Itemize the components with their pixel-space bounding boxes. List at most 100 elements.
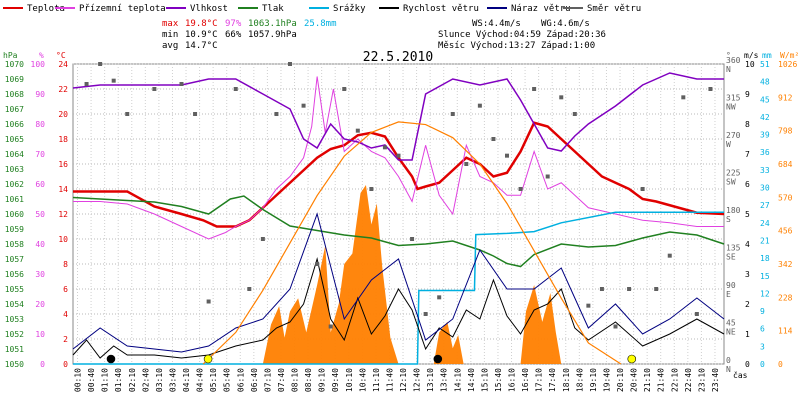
- tick-label-mm: 24: [760, 219, 770, 228]
- tick-label-dir-name: S: [726, 215, 731, 224]
- tick-label-hpa: 1053: [5, 315, 24, 324]
- wind-direction-point: [152, 87, 157, 91]
- wind-direction-point: [125, 112, 130, 116]
- tick-label-ms: 5: [745, 210, 750, 219]
- legend-label: Směr větru: [587, 4, 641, 14]
- tick-label-hpa: 1051: [5, 345, 24, 354]
- tick-label-time: 00:40: [87, 368, 96, 392]
- unit-hpa: hPa: [3, 51, 18, 60]
- tick-label-pct: 80: [35, 120, 45, 129]
- tick-label-time: 12:40: [413, 368, 422, 392]
- tick-label-time: 13:40: [440, 368, 449, 392]
- stats-min-temp: 10.9°C: [185, 30, 218, 40]
- tick-label-wm2: 342: [778, 260, 793, 269]
- tick-label-time: 16:40: [521, 368, 530, 392]
- wind-direction-point: [179, 82, 184, 86]
- stats-min-press: 1057.9hPa: [248, 30, 297, 40]
- tick-label-dir-deg: 270: [726, 131, 741, 140]
- tick-label-pct: 70: [35, 150, 45, 159]
- wind-direction-point: [206, 299, 211, 304]
- tick-label-time: 11:10: [372, 368, 381, 392]
- tick-label-time: 23:40: [711, 368, 720, 392]
- stats-max-hum: 97%: [225, 19, 242, 29]
- tick-label-ms: 1: [745, 330, 750, 339]
- wind-direction-point: [247, 287, 252, 291]
- tick-label-mm: 48: [760, 78, 770, 87]
- wind-direction-point: [396, 153, 401, 158]
- tick-label-hpa: 1070: [5, 60, 24, 69]
- tick-label-time: 02:40: [141, 368, 150, 392]
- tick-label-hpa: 1068: [5, 90, 24, 99]
- unit-time: čas: [733, 370, 748, 380]
- moon-info: Měsíc Východ:13:27 Západ:1:00: [438, 41, 595, 51]
- moon-rise-marker: [433, 354, 443, 364]
- legend-label: Náraz větru: [511, 4, 571, 14]
- tick-label-dir-name: N: [726, 365, 731, 374]
- tick-label-mm: 51: [760, 60, 770, 69]
- tick-label-time: 21:10: [643, 368, 652, 392]
- unit-pct: %: [39, 51, 44, 60]
- tick-label-time: 07:10: [263, 368, 272, 392]
- unit-wm2: W/m²: [780, 51, 799, 60]
- tick-label-dir-deg: 180: [726, 206, 741, 215]
- tick-label-degc: 14: [58, 185, 68, 194]
- tick-label-time: 08:40: [304, 368, 313, 392]
- wind-direction-point: [301, 103, 306, 108]
- tick-label-dir-name: NE: [726, 328, 736, 337]
- tick-label-hpa: 1066: [5, 120, 24, 129]
- tick-label-time: 03:10: [155, 368, 164, 392]
- tick-label-wm2: 114: [778, 327, 793, 336]
- wind-direction-point: [586, 303, 591, 308]
- wind-direction-point: [288, 62, 292, 66]
- wind-direction-point: [410, 237, 415, 241]
- tick-label-mm: 18: [760, 254, 770, 263]
- tick-label-wm2: 798: [778, 127, 793, 136]
- tick-label-time: 20:40: [630, 368, 639, 392]
- wind-direction-point: [111, 78, 116, 83]
- tick-label-dir-deg: 135: [726, 244, 741, 253]
- tick-label-time: 06:10: [236, 368, 245, 392]
- tick-label-ms: 9: [745, 90, 750, 99]
- tick-label-ms: 3: [745, 270, 750, 279]
- legend-label: Tlak: [262, 4, 284, 14]
- tick-label-mm: 15: [760, 272, 770, 281]
- legend-label: Vlhkost: [190, 4, 228, 14]
- tick-label-hpa: 1061: [5, 195, 24, 204]
- wind-direction-point: [545, 174, 550, 179]
- tick-label-time: 23:10: [697, 368, 706, 392]
- tick-label-ms: 7: [745, 150, 750, 159]
- series-line-sr-ky: [73, 211, 724, 365]
- tick-label-degc: 22: [58, 85, 68, 94]
- tick-label-time: 19:40: [602, 368, 611, 392]
- wind-direction-point: [193, 112, 198, 116]
- wind-direction-point: [518, 187, 523, 191]
- wind-direction-point: [315, 262, 320, 266]
- series-line-n-raz-v-tru: [72, 212, 725, 353]
- series-line-vlhkost: [72, 72, 724, 161]
- tick-label-mm: 45: [760, 95, 770, 104]
- tick-label-hpa: 1060: [5, 210, 24, 219]
- wind-speed-info: WS:4.4m/s: [472, 19, 521, 29]
- tick-label-hpa: 1056: [5, 270, 24, 279]
- wind-direction-point: [681, 95, 686, 100]
- tick-label-pct: 30: [35, 270, 45, 279]
- info-block: max 19.8°C 97% 1063.1hPa 25.8mm min 10.9…: [162, 19, 606, 65]
- tick-label-degc: 10: [58, 235, 68, 244]
- legend-label: Rychlost větru: [403, 4, 479, 14]
- tick-label-time: 05:40: [223, 368, 232, 392]
- wind-direction-point: [477, 103, 482, 108]
- unit-ms: m/s: [744, 51, 759, 60]
- wind-direction-point: [572, 112, 577, 116]
- tick-label-dir-name: SE: [726, 253, 736, 262]
- tick-label-pct: 20: [35, 300, 45, 309]
- tick-label-mm: 42: [760, 113, 770, 122]
- stats-precip: 25.8mm: [304, 19, 337, 29]
- wind-direction-point: [450, 112, 455, 116]
- tick-label-dir-name: W: [726, 140, 731, 149]
- tick-label-time: 11:40: [385, 368, 394, 392]
- tick-label-hpa: 1055: [5, 285, 24, 294]
- tick-label-mm: 33: [760, 166, 770, 175]
- tick-label-hpa: 1065: [5, 135, 24, 144]
- tick-label-degc: 4: [63, 310, 68, 319]
